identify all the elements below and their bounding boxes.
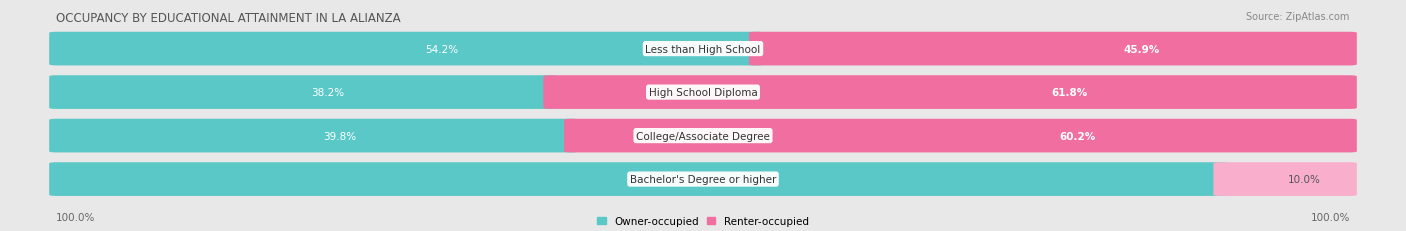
Text: 54.2%: 54.2% xyxy=(425,44,458,54)
Text: 90.0%: 90.0% xyxy=(681,174,713,184)
Text: 61.8%: 61.8% xyxy=(1052,88,1088,98)
Text: 10.0%: 10.0% xyxy=(1288,174,1320,184)
Legend: Owner-occupied, Renter-occupied: Owner-occupied, Renter-occupied xyxy=(598,216,808,226)
Text: Bachelor's Degree or higher: Bachelor's Degree or higher xyxy=(630,174,776,184)
Text: 100.0%: 100.0% xyxy=(1310,212,1350,222)
Text: Source: ZipAtlas.com: Source: ZipAtlas.com xyxy=(1246,12,1350,21)
Text: 100.0%: 100.0% xyxy=(56,212,96,222)
Text: 38.2%: 38.2% xyxy=(312,88,344,98)
Text: High School Diploma: High School Diploma xyxy=(648,88,758,98)
Text: College/Associate Degree: College/Associate Degree xyxy=(636,131,770,141)
Text: OCCUPANCY BY EDUCATIONAL ATTAINMENT IN LA ALIANZA: OCCUPANCY BY EDUCATIONAL ATTAINMENT IN L… xyxy=(56,12,401,24)
Text: 60.2%: 60.2% xyxy=(1059,131,1095,141)
Text: 39.8%: 39.8% xyxy=(323,131,356,141)
Text: Less than High School: Less than High School xyxy=(645,44,761,54)
Text: 45.9%: 45.9% xyxy=(1123,44,1160,54)
